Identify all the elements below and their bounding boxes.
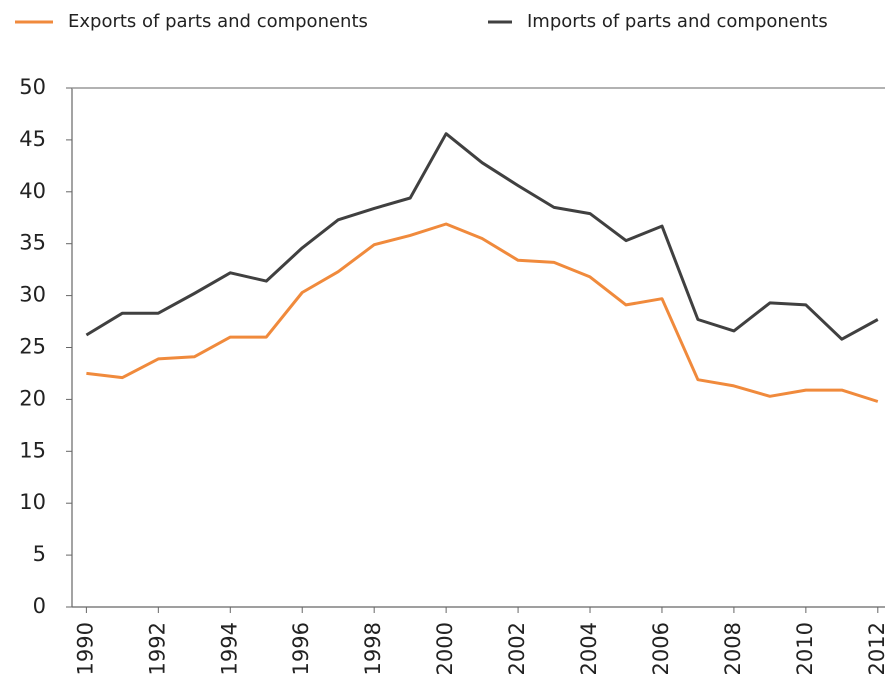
x-tick-label: 1992 <box>145 622 169 675</box>
x-tick-label: 2010 <box>793 622 817 675</box>
x-tick-label: 2008 <box>721 622 745 675</box>
y-tick-label: 5 <box>33 542 46 566</box>
x-tick-label: 2002 <box>505 622 529 675</box>
y-tick-label: 25 <box>19 335 46 359</box>
y-tick-label: 50 <box>19 75 46 99</box>
x-tick-label: 2004 <box>577 622 601 675</box>
y-tick-label: 10 <box>19 490 46 514</box>
x-tick-label: 1998 <box>361 622 385 675</box>
series-line <box>85 132 879 341</box>
x-tick-label: 2012 <box>865 622 889 675</box>
series-line <box>86 222 879 403</box>
x-tick-label: 2000 <box>433 622 457 675</box>
y-tick-label: 20 <box>19 386 46 410</box>
legend-label: Imports of parts and components <box>527 11 828 32</box>
y-tick-label: 45 <box>19 127 46 151</box>
y-tick-label: 15 <box>19 438 46 462</box>
y-tick-label: 40 <box>19 179 46 203</box>
x-tick-label: 1994 <box>217 622 241 675</box>
y-tick-label: 0 <box>33 594 46 618</box>
legend-label: Exports of parts and components <box>68 11 368 32</box>
x-tick-label: 1990 <box>73 622 97 675</box>
y-tick-label: 35 <box>19 231 46 255</box>
x-tick-label: 1996 <box>289 622 313 675</box>
y-tick-label: 30 <box>19 283 46 307</box>
x-tick-label: 2006 <box>649 622 673 675</box>
